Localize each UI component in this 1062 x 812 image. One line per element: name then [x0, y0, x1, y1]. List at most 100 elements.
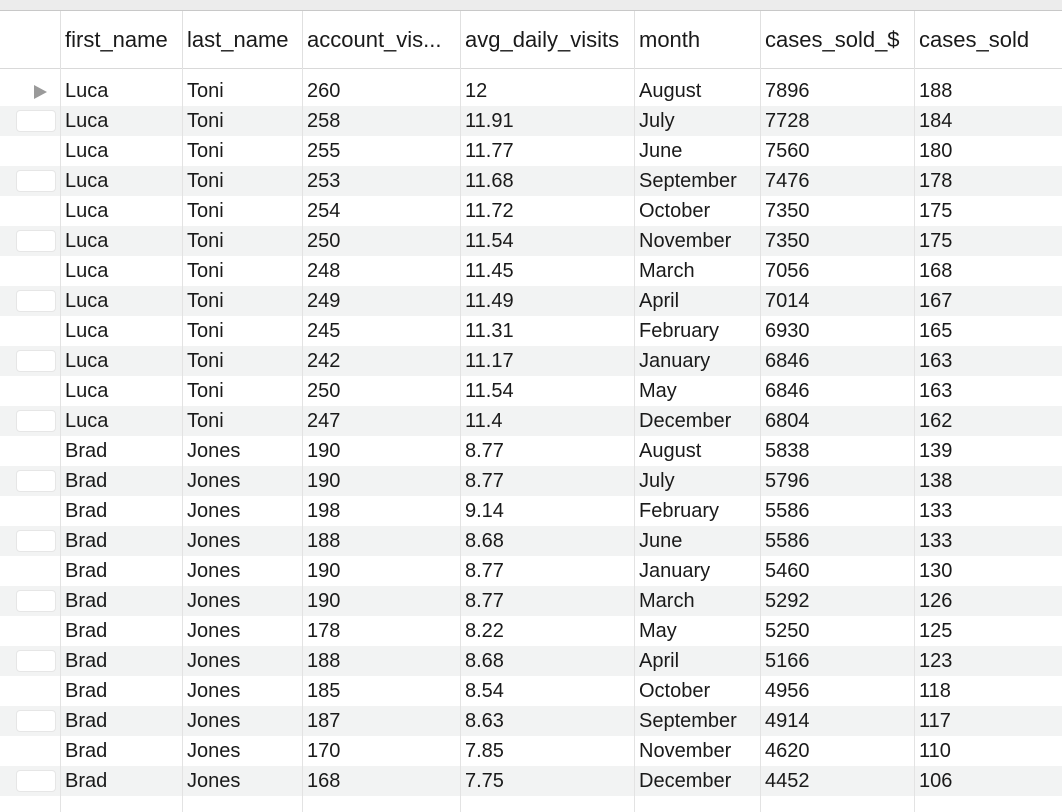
cell-cases-sold-dollars[interactable]: 5250 — [760, 616, 914, 646]
cell-first-name[interactable]: Brad — [60, 526, 182, 556]
cell-month[interactable]: February — [634, 496, 760, 526]
table-row[interactable]: Luca Toni 245 11.31 February 6930 165 — [0, 316, 1062, 346]
cell-last-name[interactable]: Jones — [182, 436, 302, 466]
table-row[interactable]: Luca Toni 250 11.54 November 7350 175 — [0, 226, 1062, 256]
table-row[interactable]: Brad Jones 178 8.22 May 5250 125 — [0, 616, 1062, 646]
cell-last-name[interactable]: Jones — [182, 616, 302, 646]
cell-account-visits[interactable]: 250 — [302, 376, 460, 406]
row-selector[interactable] — [16, 410, 56, 432]
cell-first-name[interactable]: Luca — [60, 376, 182, 406]
column-header-month[interactable]: month — [634, 11, 760, 68]
cell-cases-sold[interactable]: 139 — [914, 436, 1054, 466]
cell-last-name[interactable]: Toni — [182, 376, 302, 406]
cell-month[interactable]: January — [634, 346, 760, 376]
row-selector[interactable] — [16, 200, 56, 222]
cell-account-visits[interactable]: 190 — [302, 466, 460, 496]
cell-month[interactable]: August — [634, 76, 760, 106]
cell-first-name[interactable]: Brad — [60, 616, 182, 646]
row-selector[interactable] — [16, 560, 56, 582]
cell-avg-daily-visits[interactable]: 8.77 — [460, 586, 634, 616]
cell-last-name[interactable]: Jones — [182, 736, 302, 766]
cell-last-name[interactable]: Toni — [182, 196, 302, 226]
cell-cases-sold-dollars[interactable]: 5586 — [760, 496, 914, 526]
cell-cases-sold[interactable]: 163 — [914, 346, 1054, 376]
cell-month[interactable]: November — [634, 226, 760, 256]
cell-avg-daily-visits[interactable]: 8.77 — [460, 436, 634, 466]
row-selector[interactable] — [16, 350, 56, 372]
table-row[interactable]: Luca Toni 253 11.68 September 7476 178 — [0, 166, 1062, 196]
table-row[interactable]: Brad Jones 187 8.63 September 4914 117 — [0, 706, 1062, 736]
row-selector[interactable] — [16, 650, 56, 672]
cell-cases-sold-dollars[interactable]: 6846 — [760, 346, 914, 376]
cell-account-visits[interactable]: 258 — [302, 106, 460, 136]
cell-avg-daily-visits[interactable]: 11.77 — [460, 136, 634, 166]
cell-cases-sold-dollars[interactable]: 7476 — [760, 166, 914, 196]
column-header-cases-sold[interactable]: cases_sold — [914, 11, 1054, 68]
cell-month[interactable]: January — [634, 556, 760, 586]
row-selector[interactable] — [16, 260, 56, 282]
cell-avg-daily-visits[interactable]: 8.77 — [460, 556, 634, 586]
cell-last-name[interactable]: Toni — [182, 316, 302, 346]
cell-avg-daily-visits[interactable]: 8.77 — [460, 466, 634, 496]
cell-first-name[interactable]: Luca — [60, 226, 182, 256]
cell-last-name[interactable]: Jones — [182, 526, 302, 556]
cell-last-name[interactable]: Toni — [182, 406, 302, 436]
cell-avg-daily-visits[interactable]: 8.54 — [460, 676, 634, 706]
cell-cases-sold-dollars[interactable]: 7728 — [760, 106, 914, 136]
cell-cases-sold-dollars[interactable]: 6846 — [760, 376, 914, 406]
cell-cases-sold[interactable]: 126 — [914, 586, 1054, 616]
cell-cases-sold-dollars[interactable]: 7350 — [760, 196, 914, 226]
cell-cases-sold-dollars[interactable]: 5166 — [760, 646, 914, 676]
cell-last-name[interactable]: Jones — [182, 676, 302, 706]
cell-cases-sold[interactable]: 130 — [914, 556, 1054, 586]
cell-avg-daily-visits[interactable]: 8.63 — [460, 706, 634, 736]
cell-month[interactable]: April — [634, 286, 760, 316]
cell-cases-sold[interactable]: 184 — [914, 106, 1054, 136]
cell-cases-sold-dollars[interactable]: 7560 — [760, 136, 914, 166]
cell-cases-sold[interactable]: 138 — [914, 466, 1054, 496]
cell-account-visits[interactable]: 190 — [302, 556, 460, 586]
cell-first-name[interactable]: Brad — [60, 706, 182, 736]
cell-last-name[interactable]: Jones — [182, 466, 302, 496]
cell-month[interactable]: September — [634, 166, 760, 196]
row-selector[interactable] — [16, 590, 56, 612]
table-row[interactable]: Brad Jones 185 8.54 October 4956 118 — [0, 676, 1062, 706]
row-selector[interactable] — [16, 110, 56, 132]
table-row[interactable]: Luca Toni 258 11.91 July 7728 184 — [0, 106, 1062, 136]
cell-first-name[interactable]: Brad — [60, 676, 182, 706]
table-row[interactable]: Luca Toni 254 11.72 October 7350 175 — [0, 196, 1062, 226]
cell-cases-sold[interactable]: 180 — [914, 136, 1054, 166]
cell-cases-sold-dollars[interactable]: 5292 — [760, 586, 914, 616]
cell-account-visits[interactable]: 245 — [302, 316, 460, 346]
row-selector[interactable] — [16, 470, 56, 492]
cell-first-name[interactable]: Brad — [60, 586, 182, 616]
row-selector[interactable] — [16, 440, 56, 462]
table-row[interactable]: Luca Toni 249 11.49 April 7014 167 — [0, 286, 1062, 316]
cell-cases-sold[interactable]: 178 — [914, 166, 1054, 196]
cell-first-name[interactable]: Luca — [60, 76, 182, 106]
cell-avg-daily-visits[interactable]: 11.17 — [460, 346, 634, 376]
cell-avg-daily-visits[interactable]: 9.14 — [460, 496, 634, 526]
table-row[interactable]: Brad Jones 198 9.14 February 5586 133 — [0, 496, 1062, 526]
cell-account-visits[interactable]: 185 — [302, 676, 460, 706]
table-row[interactable]: Brad Jones 188 8.68 April 5166 123 — [0, 646, 1062, 676]
cell-avg-daily-visits[interactable]: 11.49 — [460, 286, 634, 316]
cell-cases-sold[interactable]: 117 — [914, 706, 1054, 736]
cell-account-visits[interactable]: 260 — [302, 76, 460, 106]
row-selector[interactable] — [16, 680, 56, 702]
cell-month[interactable]: March — [634, 256, 760, 286]
cell-account-visits[interactable]: 198 — [302, 496, 460, 526]
cell-cases-sold[interactable]: 133 — [914, 526, 1054, 556]
cell-month[interactable]: March — [634, 586, 760, 616]
cell-month[interactable]: July — [634, 466, 760, 496]
row-selector[interactable] — [16, 230, 56, 252]
cell-month[interactable]: February — [634, 316, 760, 346]
cell-month[interactable]: December — [634, 406, 760, 436]
cell-cases-sold-dollars[interactable]: 7350 — [760, 226, 914, 256]
cell-last-name[interactable]: Toni — [182, 106, 302, 136]
cell-cases-sold[interactable]: 167 — [914, 286, 1054, 316]
row-selector[interactable] — [16, 710, 56, 732]
cell-avg-daily-visits[interactable]: 11.54 — [460, 226, 634, 256]
cell-avg-daily-visits[interactable]: 11.4 — [460, 406, 634, 436]
cell-cases-sold[interactable]: 110 — [914, 736, 1054, 766]
